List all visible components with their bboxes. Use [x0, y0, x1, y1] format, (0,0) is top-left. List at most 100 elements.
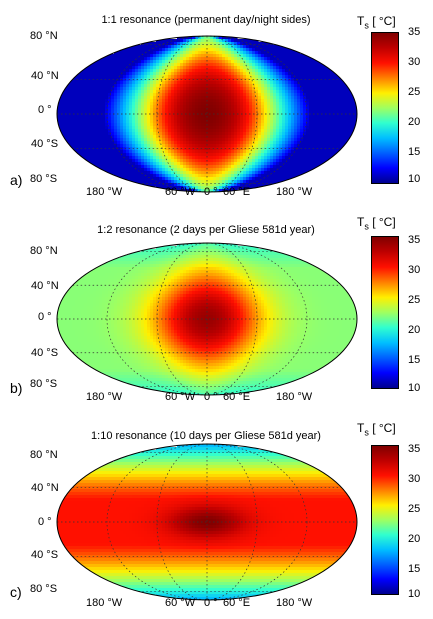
- temperature-cell: [318, 138, 322, 142]
- temperature-cell: [291, 171, 295, 175]
- temperature-cell: [210, 264, 214, 268]
- temperature-cell: [240, 84, 244, 88]
- temperature-cell: [195, 189, 199, 192]
- temperature-cell: [102, 279, 106, 283]
- temperature-cell: [81, 75, 85, 79]
- temperature-cell: [153, 177, 157, 181]
- temperature-cell: [162, 264, 166, 268]
- temperature-cell: [282, 159, 286, 163]
- temperature-cell: [177, 249, 181, 253]
- temperature-cell: [321, 123, 325, 127]
- temperature-cell: [246, 54, 250, 58]
- temperature-cell: [141, 69, 145, 73]
- temperature-cell: [339, 90, 343, 94]
- temperature-cell: [318, 270, 322, 274]
- temperature-cell: [201, 57, 205, 61]
- temperature-cell: [174, 69, 178, 73]
- temperature-cell: [255, 60, 259, 64]
- temperature-cell: [237, 261, 241, 265]
- temperature-cell: [252, 90, 256, 94]
- temperature-cell: [156, 78, 160, 82]
- temperature-cell: [186, 147, 190, 151]
- temperature-cell: [171, 120, 175, 124]
- temperature-cell: [204, 45, 208, 49]
- temperature-cell: [129, 144, 133, 148]
- temperature-cell: [126, 267, 130, 271]
- temperature-cell: [285, 96, 289, 100]
- temperature-cell: [216, 186, 220, 190]
- temperature-cell: [240, 42, 244, 46]
- temperature-cell: [243, 177, 247, 181]
- temperature-cell: [252, 63, 256, 67]
- temperature-cell: [231, 159, 235, 163]
- temperature-cell: [192, 156, 196, 160]
- temperature-cell: [210, 90, 214, 94]
- temperature-cell: [171, 132, 175, 136]
- temperature-cell: [342, 93, 346, 97]
- temperature-cell: [123, 111, 127, 115]
- colorbar-title-symbol: T: [357, 14, 365, 28]
- temperature-cell: [246, 126, 250, 130]
- temperature-cell: [192, 186, 196, 190]
- temperature-cell: [330, 111, 334, 115]
- temperature-cell: [261, 147, 265, 151]
- temperature-cell: [183, 144, 187, 148]
- temperature-cell: [240, 177, 244, 181]
- temperature-cell: [246, 48, 250, 52]
- temperature-cell: [177, 123, 181, 127]
- temperature-cell: [321, 114, 325, 118]
- temperature-cell: [78, 75, 82, 79]
- temperature-cell: [114, 153, 118, 157]
- temperature-cell: [276, 144, 280, 148]
- temperature-cell: [168, 255, 172, 259]
- temperature-cell: [282, 276, 286, 280]
- temperature-cell: [192, 90, 196, 94]
- temperature-cell: [231, 258, 235, 262]
- temperature-cell: [138, 159, 142, 163]
- temperature-cell: [198, 255, 202, 259]
- temperature-cell: [186, 51, 190, 55]
- temperature-cell: [174, 78, 178, 82]
- temperature-cell: [189, 165, 193, 169]
- temperature-cell: [201, 36, 205, 40]
- temperature-cell: [240, 102, 244, 106]
- temperature-cell: [192, 129, 196, 133]
- temperature-cell: [174, 252, 178, 256]
- temperature-cell: [204, 264, 208, 268]
- temperature-cell: [243, 69, 247, 73]
- lon-label-180w-left: 180 °W: [86, 186, 123, 198]
- temperature-cell: [138, 81, 142, 85]
- temperature-cell: [93, 150, 97, 154]
- temperature-cell: [333, 138, 337, 142]
- temperature-cell: [291, 276, 295, 280]
- temperature-cell: [288, 267, 292, 271]
- temperature-cell: [261, 132, 265, 136]
- temperature-cell: [159, 81, 163, 85]
- temperature-cell: [165, 90, 169, 94]
- temperature-cell: [150, 90, 154, 94]
- temperature-cell: [291, 117, 295, 121]
- temperature-cell: [264, 129, 268, 133]
- temperature-cell: [126, 264, 130, 268]
- temperature-cell: [255, 255, 259, 259]
- temperature-cell: [300, 138, 304, 142]
- temperature-cell: [267, 69, 271, 73]
- temperature-cell: [282, 114, 286, 118]
- temperature-cell: [90, 153, 94, 157]
- temperature-cell: [120, 165, 124, 169]
- temperature-cell: [351, 120, 355, 124]
- temperature-cell: [132, 150, 136, 154]
- temperature-cell: [168, 156, 172, 160]
- temperature-cell: [153, 144, 157, 148]
- temperature-cell: [204, 183, 208, 187]
- temperature-cell: [180, 111, 184, 115]
- temperature-cell: [114, 267, 118, 271]
- temperature-cell: [315, 153, 319, 157]
- temperature-cell: [186, 72, 190, 76]
- temperature-cell: [108, 81, 112, 85]
- temperature-cell: [249, 267, 253, 271]
- temperature-cell: [204, 69, 208, 73]
- temperature-cell: [72, 102, 76, 106]
- temperature-cell: [294, 105, 298, 109]
- temperature-cell: [321, 93, 325, 97]
